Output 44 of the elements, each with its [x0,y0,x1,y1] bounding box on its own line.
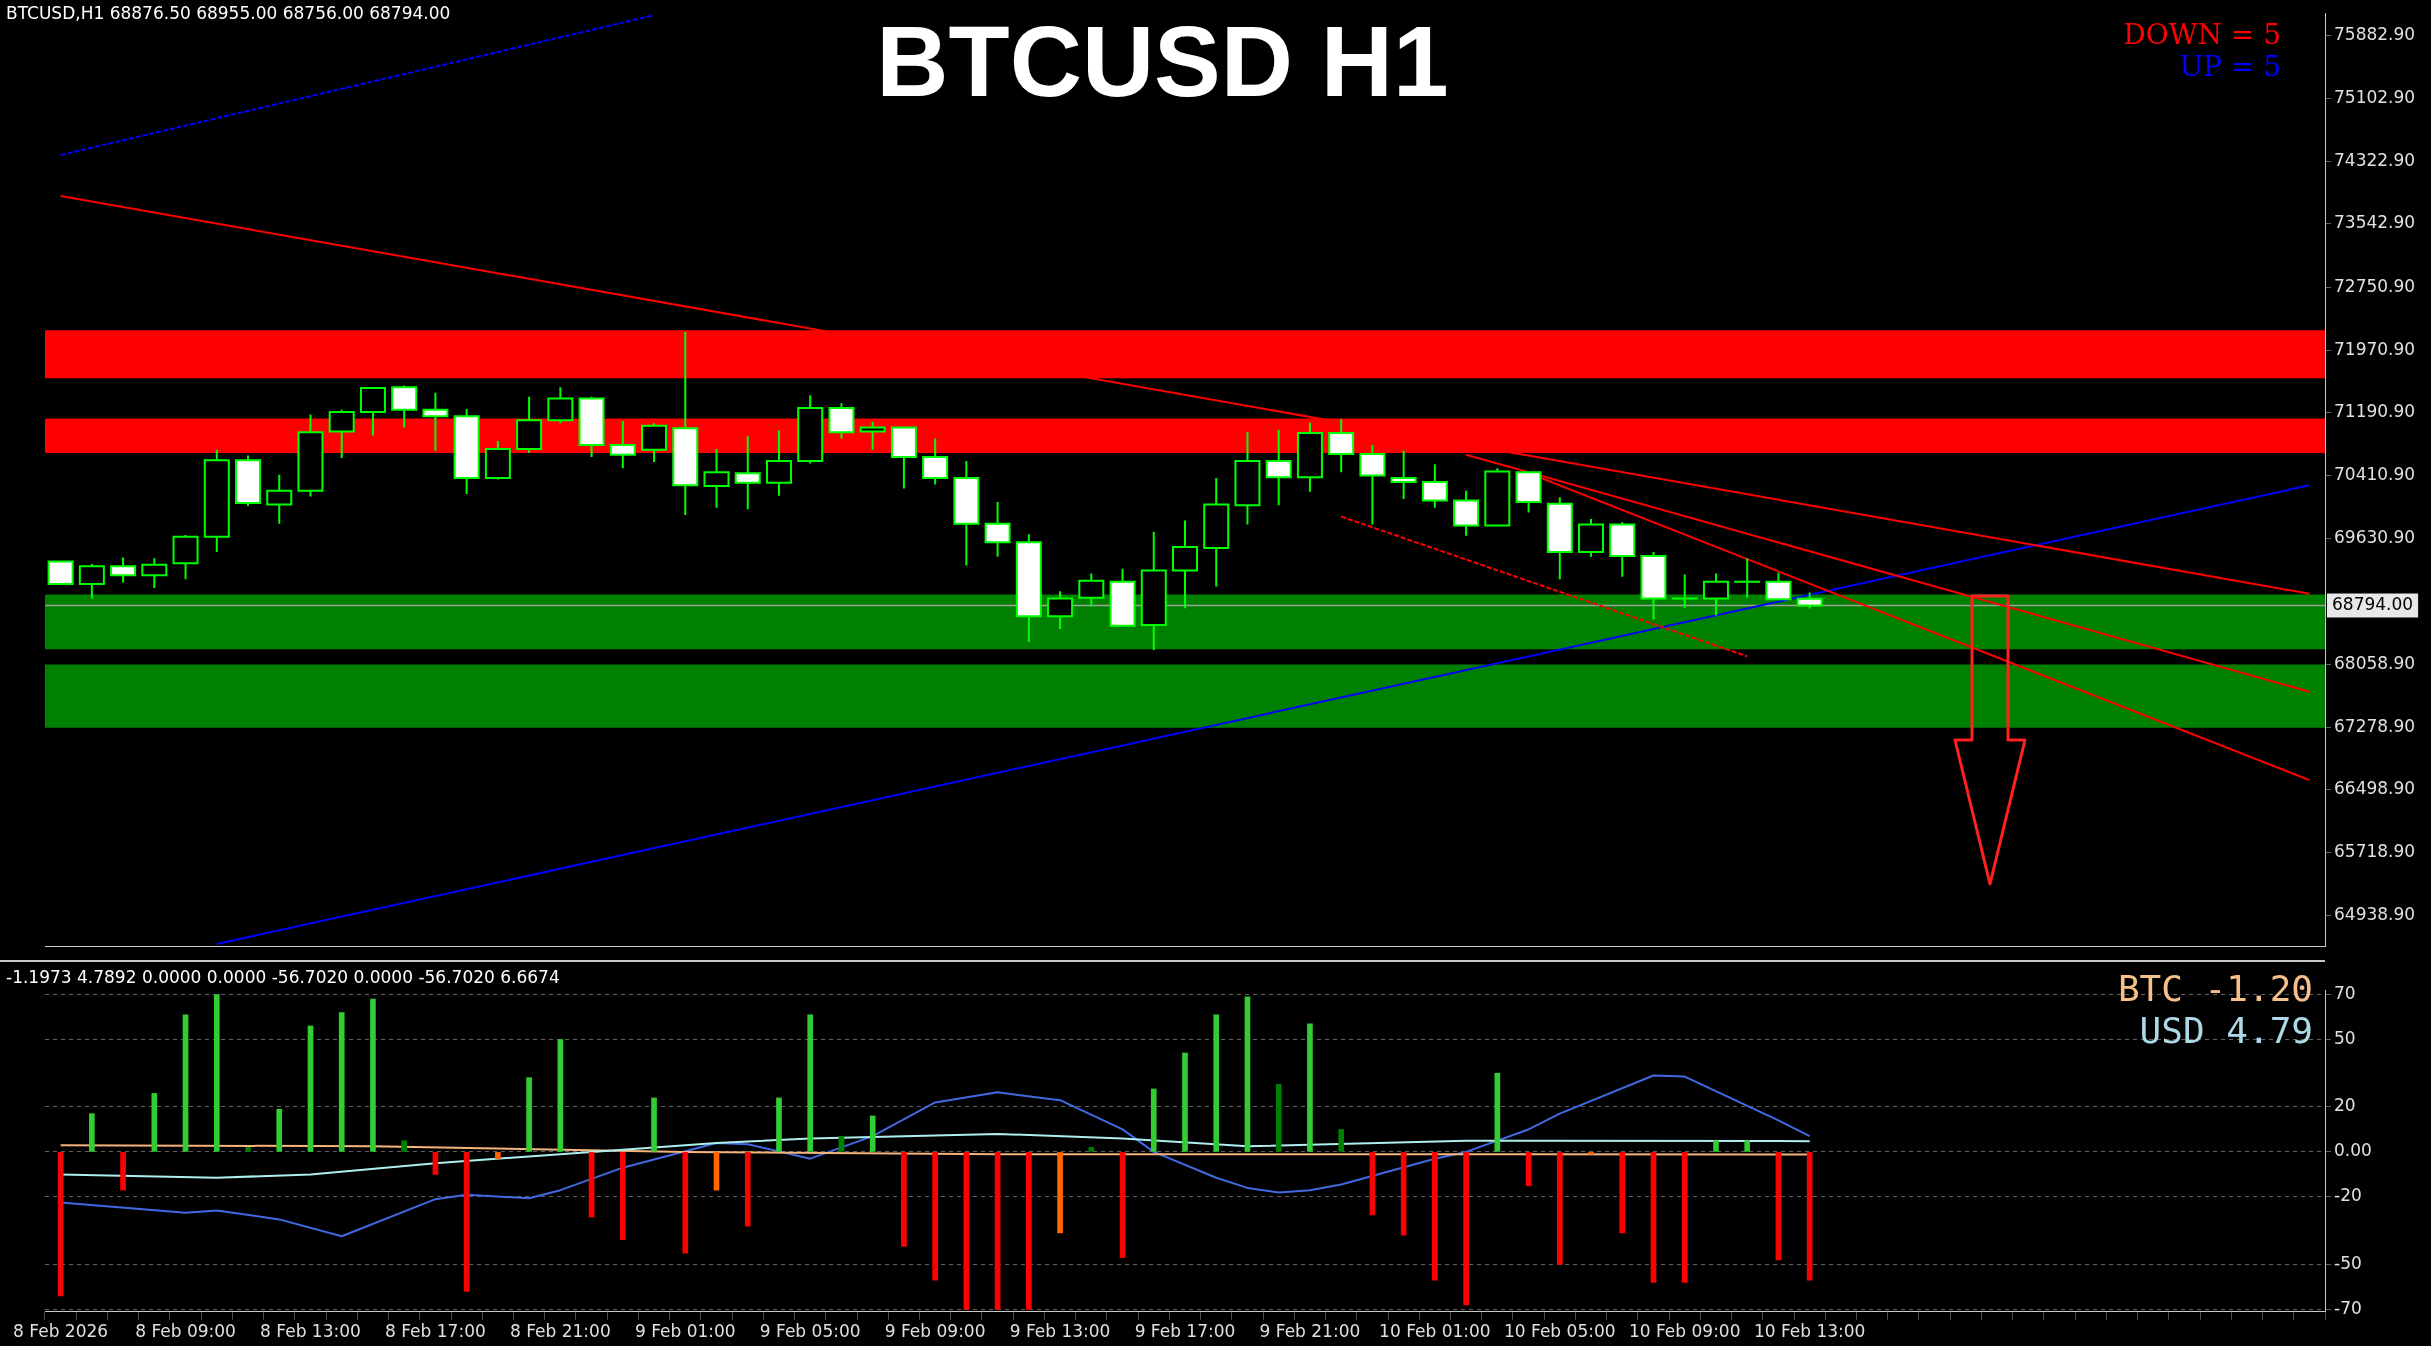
annotation: UP = 5 [2179,50,2281,83]
x-tick-label: 10 Feb 13:00 [1753,1321,1866,1342]
x-tick-label: 10 Feb 09:00 [1628,1321,1741,1342]
y-tick-label: 73542.90 [2334,212,2416,233]
y-tick-label: -50 [2334,1252,2362,1273]
y-tick-label: 72750.90 [2334,275,2416,296]
chart-subtitle: BTCUSD,H1 68876.50 68955.00 68756.00 68794.00 [6,3,451,23]
x-tick-label: 9 Feb 13:00 [1009,1321,1111,1342]
y-tick-label: 20 [2334,1095,2356,1116]
y-tick-label: 75882.90 [2334,24,2416,45]
y-tick-label: 69630.90 [2334,526,2416,547]
x-tick-label: 10 Feb 05:00 [1504,1321,1616,1342]
y-tick-label: 70410.90 [2334,463,2416,484]
x-tick-label: 9 Feb 01:00 [634,1321,736,1342]
y-tick-label: 68058.90 [2334,652,2416,673]
x-tick-label: 9 Feb 21:00 [1259,1321,1361,1342]
y-tick-label: -20 [2334,1185,2362,1206]
x-tick-label: 9 Feb 05:00 [759,1321,861,1342]
annotation: DOWN = 5 [2123,18,2281,51]
x-tick-label: 8 Feb 17:00 [385,1321,486,1342]
y-tick-label: 50 [2334,1027,2356,1048]
x-tick-label: 8 Feb 2026 [13,1321,109,1342]
x-tick-label: 9 Feb 09:00 [884,1321,986,1342]
y-tick-label: -70 [2334,1297,2362,1318]
y-tick-label: 0.00 [2334,1140,2372,1161]
chart-title: -1.1973 4.7892 0.0000 0.0000 -56.7020 0.0000 -56.7020 6.6674 [6,967,560,987]
x-tick-label: 9 Feb 17:00 [1134,1321,1236,1342]
y-tick-label: 64938.90 [2334,903,2416,924]
y-tick-label: 75102.90 [2334,86,2416,107]
y-tick-label: 70 [2334,982,2356,1003]
y-tick-label: 74322.90 [2334,149,2416,170]
x-tick-label: 10 Feb 01:00 [1379,1321,1491,1342]
x-tick-label: 8 Feb 09:00 [135,1321,236,1342]
y-tick-label: 71970.90 [2334,338,2416,359]
x-tick-label: 8 Feb 21:00 [509,1321,611,1342]
annotation: BTC -1.20 [2117,968,2313,1009]
y-tick-label: 66498.90 [2334,778,2416,799]
chart-title: BTCUSD H1 [876,5,1449,117]
y-tick-label: 67278.90 [2334,715,2416,736]
y-tick-label: 65718.90 [2334,840,2416,861]
x-tick-label: 8 Feb 13:00 [260,1321,361,1342]
y-tick-label: 71190.90 [2334,401,2416,422]
annotation: USD 4.79 [2139,1010,2313,1051]
ref-line-label: 68794.00 [2332,593,2414,614]
